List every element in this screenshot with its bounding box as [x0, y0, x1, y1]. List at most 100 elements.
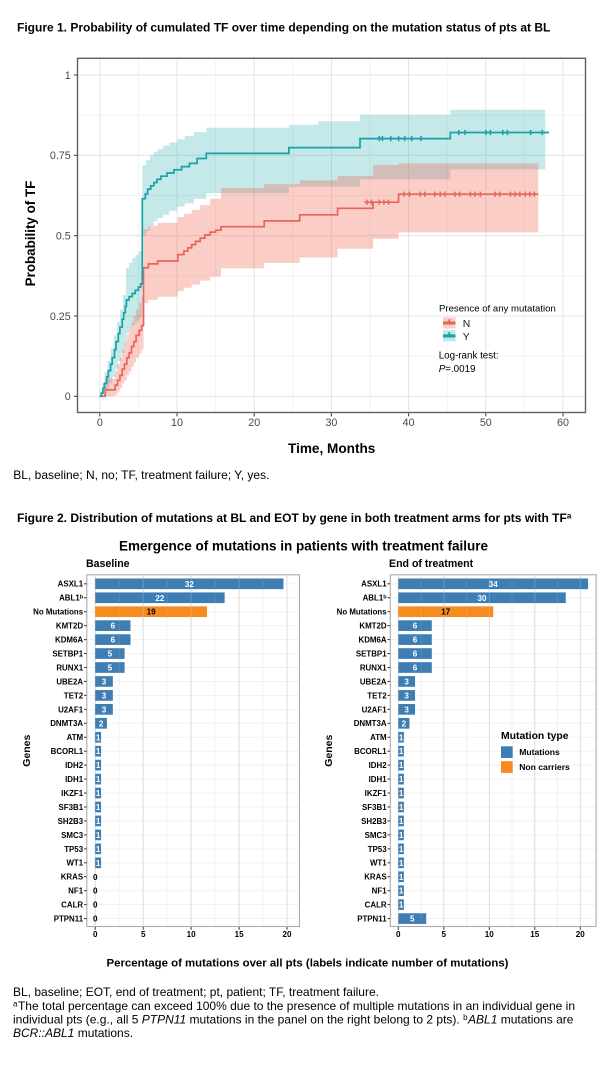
svg-text:1: 1 — [96, 803, 101, 812]
svg-text:IDH1: IDH1 — [65, 775, 84, 784]
svg-text:No Mutations: No Mutations — [33, 608, 84, 617]
svg-text:20: 20 — [576, 930, 586, 939]
svg-text:1: 1 — [399, 901, 404, 910]
svg-text:1: 1 — [399, 789, 404, 798]
svg-text:3: 3 — [102, 705, 107, 714]
svg-text:0: 0 — [93, 887, 98, 896]
svg-text:U2AF1: U2AF1 — [58, 705, 84, 714]
svg-text:End of treatment: End of treatment — [389, 558, 474, 570]
svg-text:10: 10 — [171, 417, 183, 429]
svg-text:SETBP1: SETBP1 — [52, 649, 83, 658]
svg-text:1: 1 — [399, 803, 404, 812]
svg-text:Mutations: Mutations — [519, 747, 560, 757]
svg-text:1: 1 — [399, 873, 404, 882]
svg-text:TP53: TP53 — [64, 845, 83, 854]
svg-text:BL, baseline; N, no; TF, treat: BL, baseline; N, no; TF, treatment failu… — [13, 468, 269, 482]
svg-text:1: 1 — [96, 817, 101, 826]
svg-text:ATM: ATM — [370, 733, 387, 742]
svg-text:UBE2A: UBE2A — [56, 677, 83, 686]
svg-text:1: 1 — [399, 845, 404, 854]
svg-text:KMT2D: KMT2D — [359, 622, 386, 631]
svg-text:5: 5 — [141, 930, 146, 939]
svg-text:SH2B3: SH2B3 — [361, 817, 387, 826]
svg-text:3: 3 — [102, 677, 107, 686]
svg-text:Baseline: Baseline — [86, 558, 130, 570]
svg-text:6: 6 — [111, 636, 116, 645]
svg-text:SF3B1: SF3B1 — [59, 803, 84, 812]
svg-text:1: 1 — [399, 817, 404, 826]
svg-text:1: 1 — [96, 747, 101, 756]
svg-text:IDH1: IDH1 — [369, 775, 388, 784]
svg-text:Probability of TF: Probability of TF — [23, 181, 38, 287]
svg-text:5: 5 — [410, 915, 415, 924]
svg-text:1: 1 — [96, 733, 101, 742]
svg-text:UBE2A: UBE2A — [360, 677, 387, 686]
svg-text:3: 3 — [404, 691, 409, 700]
svg-text:Mutation type: Mutation type — [501, 731, 569, 742]
svg-text:1: 1 — [96, 845, 101, 854]
svg-text:TP53: TP53 — [368, 845, 387, 854]
svg-text:U2AF1: U2AF1 — [362, 705, 388, 714]
svg-text:20: 20 — [248, 417, 260, 429]
svg-text:PTPN11: PTPN11 — [357, 915, 387, 924]
svg-text:N: N — [463, 319, 471, 330]
svg-text:individual pts (e.g., all 5 PT: individual pts (e.g., all 5 PTPN11 mutat… — [13, 1012, 574, 1026]
svg-text:30: 30 — [325, 417, 337, 429]
svg-text:KMT2D: KMT2D — [56, 622, 83, 631]
svg-text:ASXL1: ASXL1 — [361, 580, 387, 589]
svg-text:RUNX1: RUNX1 — [360, 663, 387, 672]
svg-text:TET2: TET2 — [64, 691, 84, 700]
svg-text:Figure 2. Distribution of muta: Figure 2. Distribution of mutations at B… — [17, 511, 572, 525]
svg-text:34: 34 — [489, 580, 499, 589]
svg-text:IDH2: IDH2 — [369, 761, 388, 770]
svg-text:15: 15 — [530, 930, 540, 939]
svg-text:3: 3 — [404, 705, 409, 714]
svg-text:3: 3 — [404, 677, 409, 686]
svg-text:1: 1 — [96, 775, 101, 784]
svg-text:ASXL1: ASXL1 — [58, 580, 84, 589]
svg-text:Figure 1. Probability of cumul: Figure 1. Probability of cumulated TF ov… — [17, 21, 550, 35]
svg-text:2: 2 — [99, 719, 104, 728]
svg-text:NF1: NF1 — [68, 887, 84, 896]
svg-text:TET2: TET2 — [367, 691, 387, 700]
svg-text:0: 0 — [93, 901, 98, 910]
svg-text:10: 10 — [187, 930, 197, 939]
svg-text:1: 1 — [399, 887, 404, 896]
svg-text:6: 6 — [413, 664, 418, 673]
svg-text:1: 1 — [65, 70, 71, 82]
svg-text:1: 1 — [96, 859, 101, 868]
svg-text:NF1: NF1 — [372, 887, 388, 896]
svg-text:1: 1 — [399, 859, 404, 868]
svg-text:SMC3: SMC3 — [365, 831, 388, 840]
svg-text:KDM6A: KDM6A — [55, 636, 83, 645]
svg-text:IDH2: IDH2 — [65, 761, 84, 770]
svg-text:Time, Months: Time, Months — [288, 441, 375, 456]
svg-text:40: 40 — [403, 417, 415, 429]
svg-text:P=.0019: P=.0019 — [439, 364, 476, 375]
svg-text:BL, baseline; EOT, end of trea: BL, baseline; EOT, end of treatment; pt,… — [13, 985, 379, 999]
svg-text:0.25: 0.25 — [50, 311, 71, 323]
svg-text:ABL1b: ABL1b — [59, 594, 84, 603]
svg-text:6: 6 — [413, 650, 418, 659]
svg-text:32: 32 — [185, 580, 195, 589]
svg-text:No Mutations: No Mutations — [337, 608, 388, 617]
svg-text:0: 0 — [65, 391, 71, 403]
svg-text:KRAS: KRAS — [364, 873, 386, 882]
svg-text:IKZF1: IKZF1 — [61, 789, 84, 798]
svg-text:Emergence of mutations in pati: Emergence of mutations in patients with … — [119, 539, 489, 554]
svg-text:6: 6 — [413, 622, 418, 631]
svg-text:5: 5 — [108, 650, 113, 659]
svg-text:1: 1 — [96, 789, 101, 798]
svg-text:0.75: 0.75 — [50, 150, 71, 162]
svg-text:SMC3: SMC3 — [61, 831, 84, 840]
svg-text:DNMT3A: DNMT3A — [354, 719, 387, 728]
svg-text:0: 0 — [396, 930, 401, 939]
svg-text:1: 1 — [96, 761, 101, 770]
svg-text:Non carriers: Non carriers — [519, 762, 570, 772]
svg-text:KDM6A: KDM6A — [359, 636, 387, 645]
svg-text:SH2B3: SH2B3 — [58, 817, 84, 826]
svg-text:BCR::ABL1 mutations.: BCR::ABL1 mutations. — [13, 1026, 133, 1040]
svg-text:ATM: ATM — [67, 733, 84, 742]
svg-text:2: 2 — [402, 719, 407, 728]
svg-text:5: 5 — [108, 664, 113, 673]
